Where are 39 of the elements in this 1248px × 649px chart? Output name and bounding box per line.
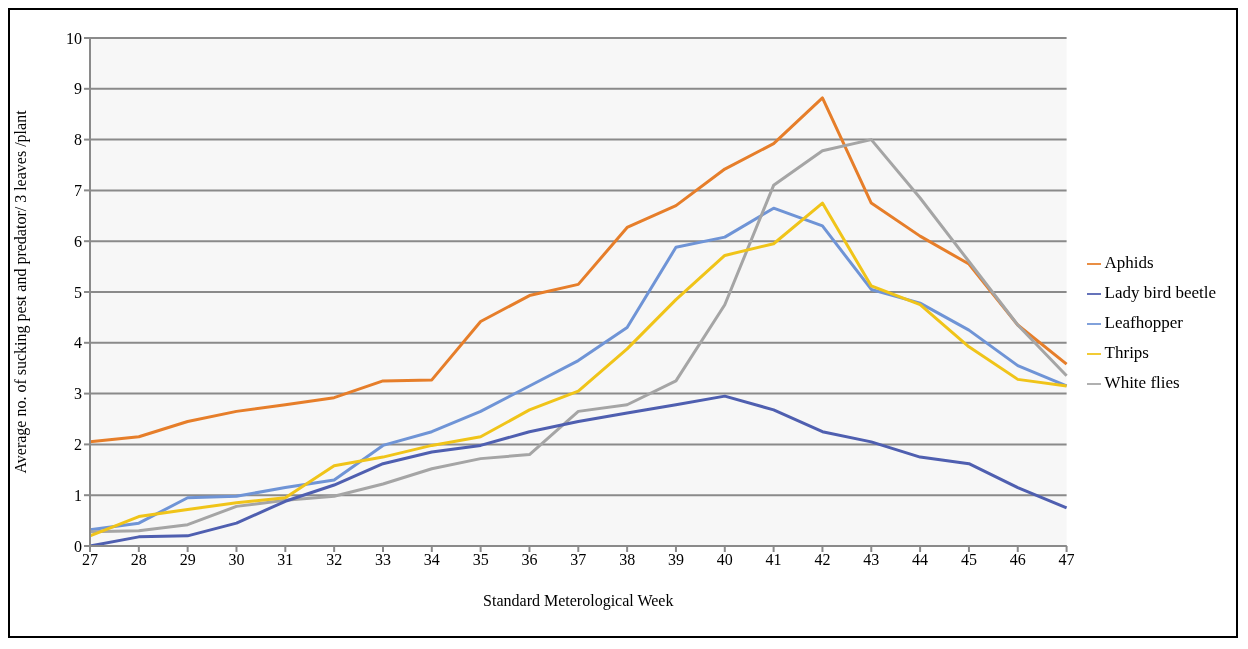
- x-tick-label: 33: [374, 551, 391, 569]
- x-tick-label: 44: [912, 551, 929, 569]
- y-tick-label: 2: [74, 436, 82, 454]
- x-tick-label: 43: [863, 551, 880, 569]
- x-tick-label: 46: [1009, 551, 1026, 569]
- y-tick-label: 1: [74, 486, 82, 504]
- x-tick-label: 29: [179, 551, 196, 569]
- y-tick-label: 7: [74, 182, 82, 200]
- y-tick-label: 5: [74, 283, 82, 301]
- x-tick-label: 28: [130, 551, 147, 569]
- y-tick-label: 0: [74, 537, 82, 555]
- legend-label: Leafhopper: [1104, 313, 1183, 332]
- x-axis-title: Standard Meterological Week: [483, 592, 674, 610]
- x-tick-label: 37: [570, 551, 587, 569]
- x-tick-label: 34: [423, 551, 440, 569]
- y-tick-label: 10: [66, 29, 82, 47]
- y-tick-label: 6: [74, 232, 82, 250]
- legend-label: Lady bird beetle: [1104, 283, 1216, 302]
- x-tick-label: 36: [521, 551, 538, 569]
- x-tick-label: 32: [326, 551, 343, 569]
- y-tick-label: 9: [74, 80, 82, 98]
- legend-label: Thrips: [1104, 343, 1149, 362]
- x-tick-label: 45: [960, 551, 977, 569]
- x-tick-label: 40: [716, 551, 733, 569]
- y-tick-label: 3: [74, 385, 82, 403]
- x-tick-label: 38: [619, 551, 636, 569]
- legend-label: Aphids: [1104, 253, 1154, 272]
- x-tick-label: 27: [82, 551, 98, 569]
- x-tick-label: 35: [472, 551, 489, 569]
- y-tick-label: 8: [74, 131, 82, 149]
- legend-label: White flies: [1104, 373, 1180, 392]
- x-tick-label: 39: [667, 551, 684, 569]
- x-tick-label: 30: [228, 551, 245, 569]
- x-tick-label: 31: [277, 551, 294, 569]
- y-tick-label: 4: [74, 334, 82, 352]
- x-tick-label: 47: [1058, 551, 1075, 569]
- x-tick-label: 41: [765, 551, 782, 569]
- x-tick-label: 42: [814, 551, 831, 569]
- y-axis-title: Average no. of sucking pest and predator/ 3 leaves /plant: [11, 109, 30, 474]
